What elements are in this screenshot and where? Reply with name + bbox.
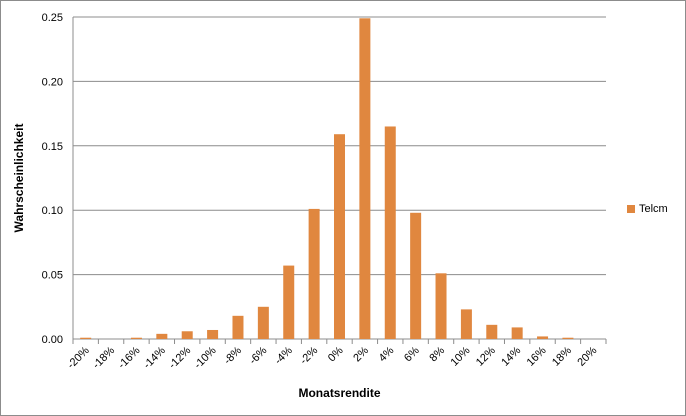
x-tick-label: 0% <box>326 344 346 364</box>
y-tick-label: 0.15 <box>42 141 63 153</box>
x-tick-label: 14% <box>499 344 523 368</box>
x-tick-label: -10% <box>192 344 219 371</box>
bar <box>130 337 142 339</box>
x-tick-label: 2% <box>351 344 371 364</box>
x-tick-label: -18% <box>91 344 118 371</box>
y-axis-title: Wahrscheinlichkeit <box>12 124 26 233</box>
x-tick-label: 20% <box>575 344 599 368</box>
x-tick-label: -14% <box>141 344 168 371</box>
x-tick-label: -20% <box>65 344 92 371</box>
bar <box>257 306 269 339</box>
x-tick-label: 16% <box>525 344 549 368</box>
x-tick-label: -4% <box>273 344 295 366</box>
bar <box>80 337 92 339</box>
bar <box>283 265 295 339</box>
bar <box>156 333 168 339</box>
x-tick-label: -8% <box>222 344 244 366</box>
x-tick-label: 18% <box>550 344 574 368</box>
y-tick-label: 0.10 <box>42 205 63 217</box>
x-tick-label: -16% <box>116 344 143 371</box>
bar <box>207 329 219 339</box>
x-tick-label: 12% <box>474 344 498 368</box>
bar <box>232 315 244 339</box>
x-tick-label: -6% <box>247 344 269 366</box>
bar <box>537 336 549 339</box>
bar <box>308 208 320 339</box>
bar <box>486 324 498 339</box>
legend-swatch-telcm <box>627 205 635 213</box>
x-tick-label: 4% <box>377 344 397 364</box>
x-tick-label: -2% <box>298 344 320 366</box>
x-tick-label: 8% <box>427 344 447 364</box>
legend: Telcm <box>627 203 668 215</box>
bar <box>359 18 371 340</box>
legend-label-telcm: Telcm <box>639 203 668 215</box>
x-axis-title: Monatsrendite <box>298 386 380 400</box>
bar <box>334 134 345 339</box>
x-tick-label: 6% <box>402 344 422 364</box>
bar <box>562 337 574 339</box>
bar <box>181 331 193 339</box>
bar <box>384 126 396 339</box>
y-tick-label: 0.25 <box>42 12 63 24</box>
bar <box>410 212 422 339</box>
y-tick-label: 0.00 <box>42 334 63 346</box>
x-tick-label: 10% <box>448 344 472 368</box>
x-tick-label: -12% <box>167 344 194 371</box>
bar <box>511 327 523 339</box>
y-tick-label: 0.20 <box>42 76 63 88</box>
bar <box>460 309 472 339</box>
bar <box>435 273 447 339</box>
y-tick-label: 0.05 <box>42 270 63 282</box>
